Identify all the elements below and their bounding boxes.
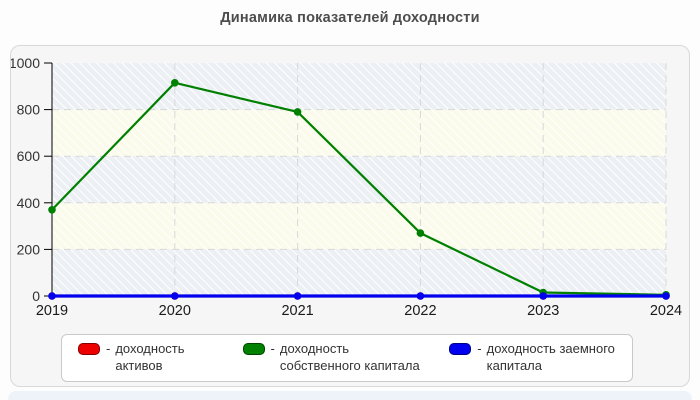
svg-text:400: 400 [17, 195, 41, 211]
legend-swatch-blue [449, 343, 472, 355]
legend-label-debt: доходность заемного капитала [486, 341, 615, 373]
svg-text:1000: 1000 [11, 55, 40, 71]
legend-label-equity: доходность собственного капитала [279, 341, 420, 373]
svg-text:2021: 2021 [281, 303, 313, 319]
svg-text:2020: 2020 [159, 303, 191, 319]
chart-title: Динамика показателей доходности [220, 10, 480, 26]
svg-text:2019: 2019 [36, 303, 68, 319]
svg-text:200: 200 [17, 241, 41, 257]
legend-item-assets: - доходность активов [78, 341, 217, 375]
svg-text:0: 0 [32, 288, 40, 304]
legend-swatch-green [242, 343, 265, 355]
legend-label-assets: доходность активов [115, 341, 185, 373]
svg-text:2022: 2022 [404, 303, 436, 319]
legend-item-debt: - доходность заемного капитала [449, 341, 616, 375]
legend-dash: - [106, 341, 111, 356]
line-chart-svg: 0 200 400 600 800 1000 2019 2020 2021 2022 2023 202… [11, 55, 682, 319]
legend-dash: - [477, 341, 482, 356]
chart-card: 0 200 400 600 800 1000 2019 2020 2021 2022 2023 202… [10, 45, 690, 387]
legend-dash: - [270, 341, 275, 356]
svg-text:2023: 2023 [527, 303, 559, 319]
svg-text:600: 600 [17, 148, 41, 164]
svg-text:800: 800 [17, 102, 41, 118]
svg-text:2024: 2024 [650, 303, 682, 319]
legend-swatch-red [78, 343, 100, 355]
bottom-strip [8, 391, 692, 400]
legend: - доходность активов - доходность собств… [61, 334, 633, 382]
legend-item-equity: - доходность собственного капитала [242, 341, 424, 375]
